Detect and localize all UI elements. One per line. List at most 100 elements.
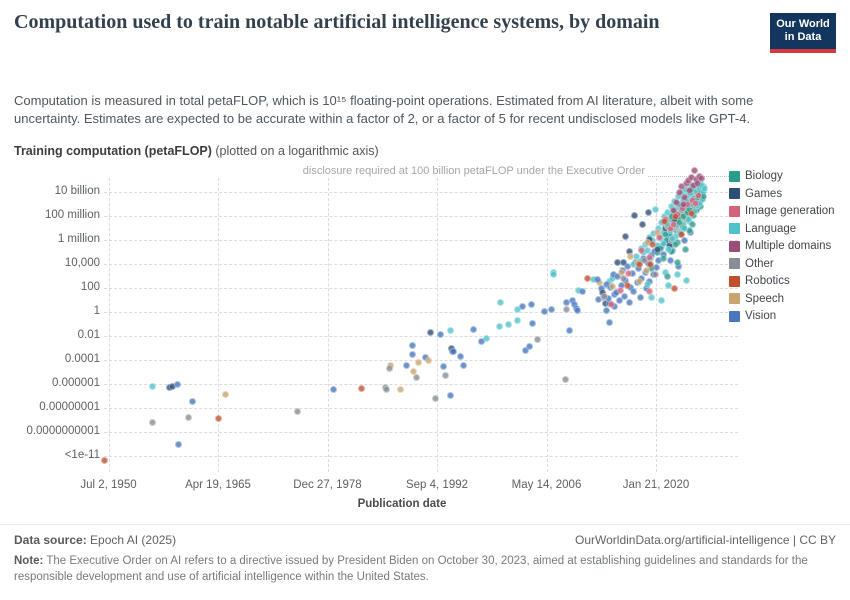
data-point-multiple-domains[interactable] xyxy=(669,207,677,215)
data-point-multiple-domains[interactable] xyxy=(672,199,680,206)
legend-item-robotics[interactable]: Robotics xyxy=(729,275,835,287)
data-point-vision[interactable] xyxy=(594,275,602,283)
data-point-language[interactable] xyxy=(496,299,504,307)
legend-item-language[interactable]: Language xyxy=(729,223,835,235)
legend-item-other[interactable]: Other xyxy=(729,258,835,270)
data-point-vision[interactable] xyxy=(574,307,582,314)
data-point-image-generation[interactable] xyxy=(695,191,703,199)
data-point-other[interactable] xyxy=(620,274,628,282)
data-point-vision[interactable] xyxy=(450,347,458,355)
data-point-language[interactable] xyxy=(700,184,708,192)
data-point-vision[interactable] xyxy=(605,319,613,326)
data-point-other[interactable] xyxy=(600,292,608,300)
data-point-language[interactable] xyxy=(483,334,491,342)
data-point-vision[interactable] xyxy=(440,363,448,371)
data-point-vision[interactable] xyxy=(620,292,628,300)
data-point-vision[interactable] xyxy=(636,293,644,301)
data-point-speech[interactable] xyxy=(424,357,432,365)
data-point-vision[interactable] xyxy=(408,351,416,359)
footer-link[interactable]: OurWorldinData.org/artificial-intelligen… xyxy=(575,533,836,547)
data-point-biology[interactable] xyxy=(682,245,690,253)
data-point-vision[interactable] xyxy=(625,298,633,306)
data-point-image-generation[interactable] xyxy=(608,301,616,308)
data-point-robotics[interactable] xyxy=(660,218,668,226)
data-point-vision[interactable] xyxy=(521,346,529,354)
data-point-speech[interactable] xyxy=(608,283,616,290)
data-point-vision[interactable] xyxy=(173,381,181,389)
data-point-image-generation[interactable] xyxy=(670,220,678,228)
data-point-multiple-domains[interactable] xyxy=(676,189,684,197)
data-point-robotics[interactable] xyxy=(101,457,109,464)
data-point-vision[interactable] xyxy=(548,305,556,313)
legend-item-multiple-domains[interactable]: Multiple domains xyxy=(729,240,835,252)
legend-item-vision[interactable]: Vision xyxy=(729,310,835,322)
data-point-vision[interactable] xyxy=(460,362,468,370)
data-point-speech[interactable] xyxy=(636,278,644,286)
data-point-language[interactable] xyxy=(149,382,157,390)
data-point-robotics[interactable] xyxy=(647,261,655,269)
data-point-image-generation[interactable] xyxy=(692,200,700,208)
data-point-vision[interactable] xyxy=(456,352,464,360)
data-point-multiple-domains[interactable] xyxy=(691,166,699,174)
data-point-language[interactable] xyxy=(652,206,660,214)
data-point-vision[interactable] xyxy=(189,398,197,406)
data-point-other[interactable] xyxy=(148,418,156,426)
data-point-speech[interactable] xyxy=(222,391,230,398)
data-point-image-generation[interactable] xyxy=(638,247,646,254)
data-point-vision[interactable] xyxy=(528,301,536,308)
data-point-vision[interactable] xyxy=(616,297,624,305)
data-point-other[interactable] xyxy=(441,371,449,379)
data-point-vision[interactable] xyxy=(174,441,182,449)
data-point-language[interactable] xyxy=(665,245,673,253)
data-point-robotics[interactable] xyxy=(215,415,223,422)
data-point-language[interactable] xyxy=(644,280,652,288)
data-point-vision[interactable] xyxy=(528,320,536,328)
data-point-games[interactable] xyxy=(654,245,662,253)
data-point-language[interactable] xyxy=(648,293,656,301)
data-point-image-generation[interactable] xyxy=(624,269,632,277)
data-point-image-generation[interactable] xyxy=(616,286,624,294)
data-point-vision[interactable] xyxy=(680,237,688,245)
data-point-language[interactable] xyxy=(673,271,681,278)
data-point-multiple-domains[interactable] xyxy=(678,183,686,191)
data-point-multiple-domains[interactable] xyxy=(680,194,688,202)
legend-item-biology[interactable]: Biology xyxy=(729,170,835,182)
data-point-other[interactable] xyxy=(293,407,301,415)
data-point-language[interactable] xyxy=(681,225,689,233)
data-point-other[interactable] xyxy=(534,335,542,343)
data-point-robotics[interactable] xyxy=(671,285,679,293)
data-point-other[interactable] xyxy=(184,413,192,421)
legend-item-speech[interactable]: Speech xyxy=(729,293,835,305)
data-point-language[interactable] xyxy=(660,239,668,247)
data-point-robotics[interactable] xyxy=(624,281,632,289)
data-point-image-generation[interactable] xyxy=(645,254,653,262)
data-point-games[interactable] xyxy=(644,208,652,216)
data-point-language[interactable] xyxy=(658,297,666,305)
data-point-vision[interactable] xyxy=(630,287,638,295)
data-point-vision[interactable] xyxy=(525,343,533,350)
data-point-games[interactable] xyxy=(620,259,628,267)
data-point-other[interactable] xyxy=(561,376,569,383)
data-point-biology[interactable] xyxy=(674,259,682,266)
data-point-vision[interactable] xyxy=(470,325,478,333)
data-point-language[interactable] xyxy=(514,317,522,325)
data-point-games[interactable] xyxy=(427,328,435,336)
data-point-robotics[interactable] xyxy=(648,241,656,248)
data-point-robotics[interactable] xyxy=(672,213,680,221)
data-point-robotics[interactable] xyxy=(636,261,644,269)
data-point-other[interactable] xyxy=(412,374,420,382)
data-point-biology[interactable] xyxy=(688,220,696,228)
data-point-vision[interactable] xyxy=(403,362,411,370)
data-point-multiple-domains[interactable] xyxy=(680,201,688,209)
data-point-language[interactable] xyxy=(496,322,504,330)
data-point-robotics[interactable] xyxy=(357,385,365,392)
data-point-games[interactable] xyxy=(631,212,639,220)
legend-item-image-generation[interactable]: Image generation xyxy=(729,205,835,217)
data-point-other[interactable] xyxy=(563,305,571,313)
data-point-vision[interactable] xyxy=(436,331,444,338)
data-point-biology[interactable] xyxy=(664,273,672,281)
data-point-language[interactable] xyxy=(504,320,512,328)
data-point-vision[interactable] xyxy=(447,392,455,400)
data-point-biology[interactable] xyxy=(660,255,668,263)
data-point-language[interactable] xyxy=(447,326,455,334)
